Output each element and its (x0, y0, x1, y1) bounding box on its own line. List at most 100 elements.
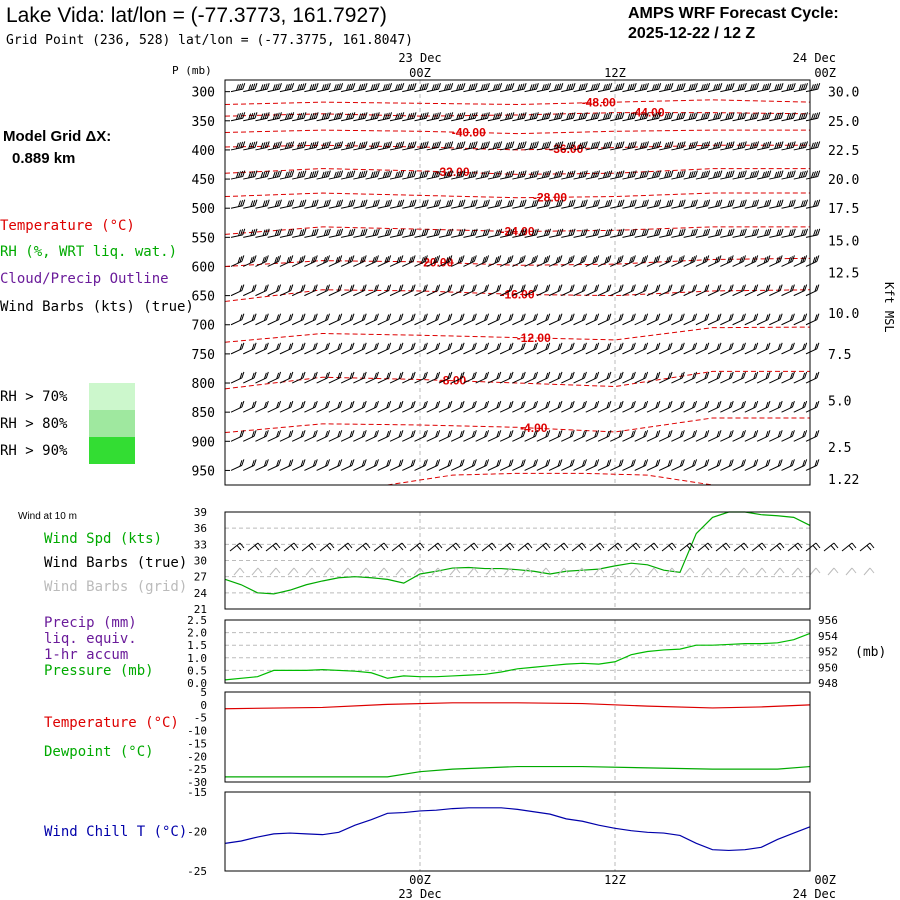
wind-barb-feather (676, 113, 680, 120)
bottom-date-label: 24 Dec (793, 887, 836, 900)
wind-barb (646, 313, 661, 326)
wind-barb-feather (272, 113, 276, 120)
wind-barb-feather (739, 171, 743, 178)
wind-barb-feather (743, 228, 747, 236)
wind-barb-feather (508, 314, 512, 321)
wind-barb-feather (658, 228, 662, 236)
wind-speed-tick: 27 (194, 571, 207, 584)
wind-barb-feather (263, 460, 267, 467)
wind-barb-feather (560, 228, 564, 236)
wind-barb-feather (288, 285, 292, 292)
wind-barb-feather (767, 400, 771, 408)
wind-barb-feather (666, 83, 670, 91)
wind-barb-feather (358, 171, 362, 179)
wind-barb (353, 459, 367, 471)
wind-barb-10m-grid (755, 567, 767, 576)
wind-barb (646, 342, 661, 355)
wind-barb-feather (400, 342, 404, 349)
wind-barb (414, 83, 429, 93)
wind-barb-feather (570, 229, 574, 236)
wind-barb-feather (620, 284, 624, 291)
wind-barb (316, 284, 330, 297)
wind-barb-feather (667, 314, 671, 321)
wind-barb-feather (413, 112, 417, 119)
wind-barb-feather (508, 430, 512, 438)
wind-barb-feather (570, 199, 574, 207)
wind-barb-shaft (701, 567, 709, 576)
wind-barb-feather (498, 284, 502, 291)
wind-barb-feather (484, 460, 488, 467)
wind-barb-feather (766, 83, 770, 90)
wind-barb-feather (615, 84, 619, 91)
wind-barb-feather (658, 112, 662, 119)
bottom-hour-label: 00Z (409, 873, 431, 887)
wind-barb-shaft (539, 567, 547, 576)
wind-barb (267, 199, 282, 209)
wind-barb-feather (251, 460, 255, 467)
wind-barb-feather (632, 342, 636, 349)
wind-barb-shaft (863, 567, 871, 576)
isotherm-0.00 (387, 472, 713, 486)
wind-barb-feather (609, 112, 613, 119)
wind-barb-feather (310, 257, 314, 264)
wind-barb-feather (731, 141, 735, 148)
wind-barb (353, 141, 368, 151)
wind-barb-feather (435, 343, 439, 350)
wind-barb (389, 459, 404, 471)
legend-precip: Precip (mm) (44, 615, 137, 631)
wind-barb-feather (690, 142, 694, 149)
wind-barb-feather (739, 229, 743, 236)
wind-barb-shaft (751, 542, 763, 552)
wind-barb-feather (627, 84, 631, 91)
wind-barb-feather (680, 199, 684, 207)
wind-barb (243, 284, 257, 297)
wind-barb (548, 141, 564, 151)
wind-barb-feather (452, 545, 458, 551)
wind-barb-feather (484, 229, 488, 236)
wind-barb (279, 430, 294, 442)
wind-barb (769, 255, 783, 267)
wind-barb (659, 170, 674, 180)
wind-barb-feather (411, 199, 415, 207)
wind-barb (463, 313, 477, 326)
wind-barb-feather (584, 112, 588, 119)
wind-barb-feather (631, 199, 635, 207)
wind-barb-shaft (391, 542, 403, 552)
wind-barb-feather (422, 256, 426, 263)
wind-barb-feather (713, 171, 717, 179)
wind-barb-feather (311, 171, 315, 178)
wind-barb-feather (433, 171, 437, 178)
wind-barb-feather (594, 229, 598, 236)
wind-barb-feather (484, 430, 488, 438)
wind-barb-feather (751, 142, 755, 149)
wind-barb-feather (239, 567, 245, 574)
wind-barb-feather (729, 199, 733, 207)
wind-barb-feather (321, 142, 325, 149)
wind-barb-feather (375, 313, 379, 320)
rh-legend-70: RH > 70% (0, 389, 68, 405)
wind-barb-feather (248, 84, 252, 91)
wind-barb (292, 83, 307, 93)
wind-barb-feather (290, 430, 294, 437)
wind-barb (585, 284, 600, 297)
wind-barb (585, 342, 600, 355)
wind-barb (597, 255, 612, 267)
wind-barb-feather (313, 141, 317, 149)
wind-barb (402, 400, 416, 413)
wind-barb (622, 313, 636, 326)
wind-barb-feather (656, 199, 660, 207)
wind-barb-feather (594, 285, 598, 292)
wind-barb-feather (470, 200, 474, 207)
wind-barb-feather (582, 112, 586, 119)
wind-barb-feather (413, 228, 417, 236)
pressure-tick: 950 (818, 661, 838, 674)
wind-barb-feather (681, 313, 685, 320)
wind-barb (805, 199, 821, 209)
wind-barb (377, 284, 392, 297)
wind-barb (487, 255, 502, 267)
wind-barb (573, 112, 588, 122)
wind-barb-feather (707, 141, 711, 148)
wind-barb-feather (581, 401, 585, 409)
wind-barb-feather (707, 112, 711, 119)
pressure-tick: 956 (818, 614, 838, 627)
